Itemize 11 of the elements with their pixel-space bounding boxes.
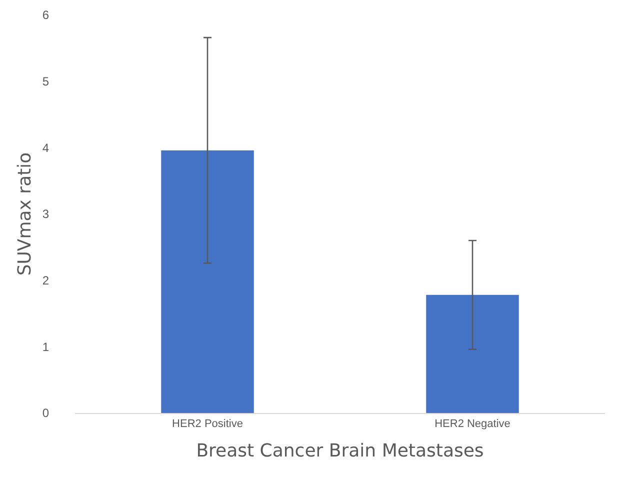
- y-tick-label: 1: [42, 340, 50, 354]
- x-axis-title: Breast Cancer Brain Metastases: [196, 440, 484, 462]
- y-tick-label: 5: [42, 74, 50, 89]
- y-tick-label: 3: [42, 207, 50, 222]
- y-tick-label: 0: [42, 406, 50, 420]
- y-tick-label: 4: [42, 140, 50, 155]
- y-tick-label: 6: [42, 8, 50, 22]
- x-tick-label: HER2 Positive: [172, 418, 243, 430]
- y-axis-title: SUVmax ratio: [14, 152, 36, 276]
- x-tick-label: HER2 Negative: [434, 418, 510, 430]
- y-tick-label: 2: [42, 274, 50, 288]
